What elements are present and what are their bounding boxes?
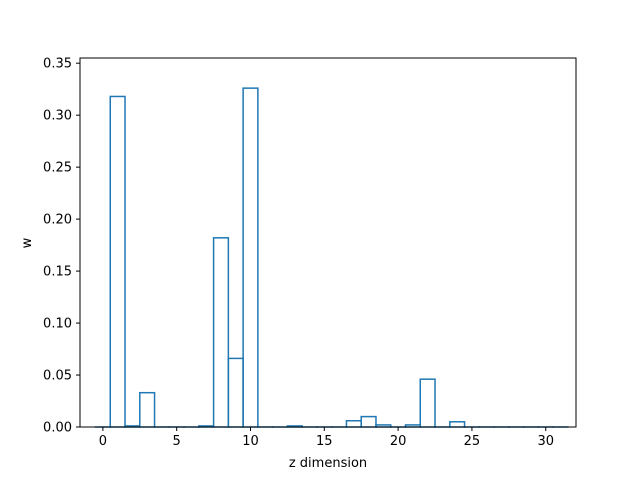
y-tick-label: 0.20 [43,213,72,228]
x-tick-label: 0 [99,434,107,449]
plot-frame [79,57,577,428]
y-axis-label: w [20,237,35,248]
y-axis-ticks: 0.00 0.05 0.10 0.15 0.20 0.25 0.30 0.35 [43,57,80,436]
x-tick-label: 15 [316,434,333,449]
x-tick-label: 25 [464,434,481,449]
y-tick-label: 0.30 [43,109,72,124]
x-tick-label: 5 [173,434,181,449]
y-tick-label: 0.00 [43,421,72,436]
y-tick-label: 0.15 [43,265,72,280]
x-axis-ticks: 0 5 10 15 20 25 30 [99,427,554,449]
x-tick-label: 30 [537,434,554,449]
y-tick-label: 0.10 [43,317,72,332]
x-tick-label: 20 [390,434,407,449]
y-tick-label: 0.35 [43,57,72,72]
y-tick-label: 0.25 [43,161,72,176]
x-tick-label: 10 [242,434,259,449]
y-tick-label: 0.05 [43,369,72,384]
x-axis-label: z dimension [289,456,367,471]
